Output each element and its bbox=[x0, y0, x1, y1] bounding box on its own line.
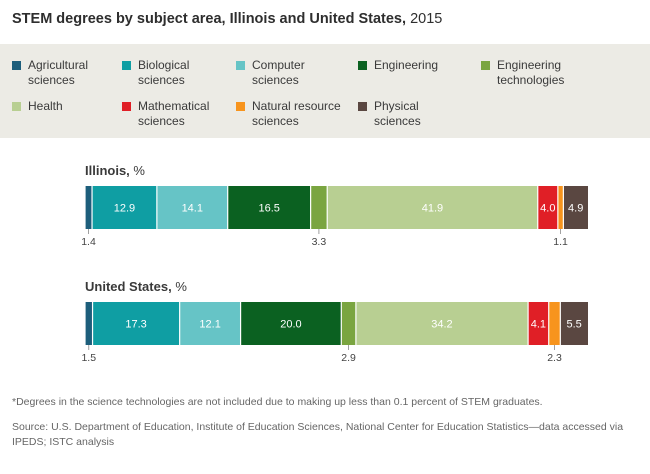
legend-item: Health bbox=[12, 99, 63, 114]
panel-title-us-unit: % bbox=[175, 279, 187, 294]
legend-swatch bbox=[12, 102, 21, 111]
panel-title-illinois-label: Illinois, bbox=[85, 163, 130, 178]
legend-item: Engineering technologies bbox=[481, 58, 564, 88]
bar-segment bbox=[310, 186, 328, 229]
bar-segment bbox=[240, 302, 342, 345]
legend-swatch bbox=[481, 61, 490, 70]
data-label: 5.5 bbox=[567, 319, 582, 331]
panel-title-us: United States, % bbox=[85, 279, 187, 294]
legend-swatch bbox=[122, 61, 131, 70]
legend-label: Engineering technologies bbox=[497, 58, 565, 87]
legend-item: Engineering bbox=[358, 58, 438, 73]
bar-segment bbox=[548, 302, 561, 345]
panel-title-illinois: Illinois, % bbox=[85, 163, 145, 178]
data-label: 12.1 bbox=[199, 319, 220, 331]
legend-item: Physical sciences bbox=[358, 99, 421, 129]
bar-segment bbox=[563, 186, 588, 229]
legend-label: Mathematical sciences bbox=[138, 99, 210, 128]
legend-swatch bbox=[122, 102, 131, 111]
data-label: 2.3 bbox=[547, 352, 562, 364]
legend-label: Biological sciences bbox=[138, 58, 190, 87]
data-label: 1.4 bbox=[81, 236, 96, 248]
data-label: 2.9 bbox=[341, 352, 356, 364]
data-label: 1.5 bbox=[81, 352, 96, 364]
bar-segment bbox=[179, 302, 241, 345]
legend-label: Computer sciences bbox=[252, 58, 305, 87]
data-label: 34.2 bbox=[431, 319, 452, 331]
bar-segment bbox=[537, 186, 558, 229]
data-label: 17.3 bbox=[125, 319, 146, 331]
legend-label: Natural resource sciences bbox=[252, 99, 341, 128]
data-label: 4.0 bbox=[540, 203, 555, 215]
legend: Agricultural sciences Biological sciences Co… bbox=[0, 44, 650, 138]
bar-segment bbox=[156, 186, 228, 229]
bar-segment bbox=[355, 302, 529, 345]
legend-item: Biological sciences bbox=[122, 58, 189, 88]
bar-segment bbox=[92, 186, 157, 229]
legend-label: Engineering bbox=[374, 58, 439, 72]
chart-title-year: 2015 bbox=[410, 11, 443, 27]
legend-label: Physical sciences bbox=[374, 99, 421, 128]
data-label: 12.9 bbox=[114, 203, 135, 215]
data-label: 16.5 bbox=[258, 203, 279, 215]
legend-swatch bbox=[236, 102, 245, 111]
legend-label: Health bbox=[28, 99, 63, 113]
bar-segment bbox=[85, 186, 93, 229]
footnote: *Degrees in the science technologies are… bbox=[12, 396, 543, 408]
data-label: 14.1 bbox=[182, 203, 203, 215]
bar-segment bbox=[560, 302, 588, 345]
legend-item: Agricultural sciences bbox=[12, 58, 88, 88]
panel-title-illinois-unit: % bbox=[133, 163, 145, 178]
legend-item: Natural resource sciences bbox=[236, 99, 341, 129]
source-note: Source: U.S. Department of Education, In… bbox=[12, 421, 624, 448]
chart-title-main: STEM degrees by subject area, Illinois a… bbox=[12, 11, 407, 27]
legend-swatch bbox=[358, 61, 367, 70]
legend-label: Agricultural sciences bbox=[28, 58, 89, 87]
data-label: 41.9 bbox=[422, 203, 443, 215]
data-label: 20.0 bbox=[280, 319, 301, 331]
data-label: 3.3 bbox=[312, 236, 327, 248]
data-label: 4.1 bbox=[531, 319, 546, 331]
legend-swatch bbox=[358, 102, 367, 111]
legend-item: Mathematical sciences bbox=[122, 99, 209, 129]
legend-item: Computer sciences bbox=[236, 58, 305, 88]
data-label: 1.1 bbox=[553, 236, 568, 248]
bar-segment bbox=[85, 302, 93, 345]
bar-segment bbox=[528, 302, 549, 345]
data-label: 4.9 bbox=[568, 203, 583, 215]
bar-segment bbox=[341, 302, 356, 345]
bar-segment bbox=[557, 186, 564, 229]
legend-swatch bbox=[236, 61, 245, 70]
bar-segment bbox=[327, 186, 538, 229]
chart-title: STEM degrees by subject area, Illinois a… bbox=[12, 11, 442, 27]
bar-segment bbox=[227, 186, 311, 229]
panel-title-us-label: United States, bbox=[85, 279, 172, 294]
bar-segment bbox=[92, 302, 180, 345]
legend-swatch bbox=[12, 61, 21, 70]
